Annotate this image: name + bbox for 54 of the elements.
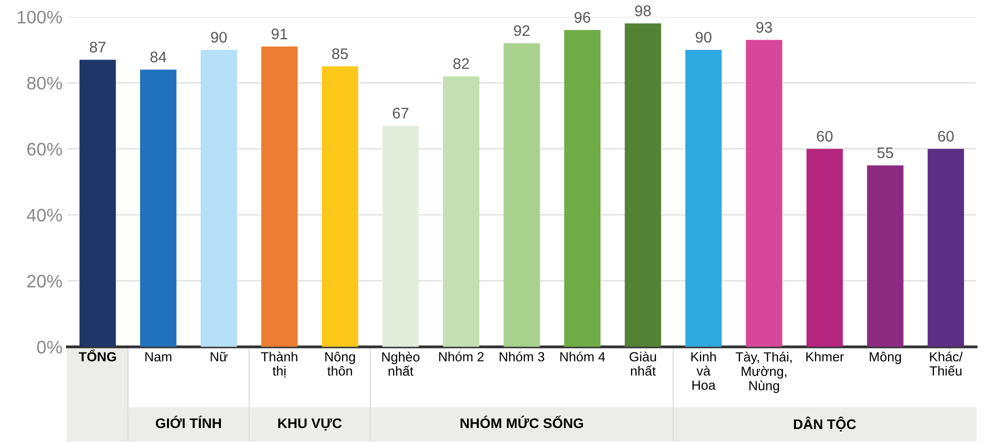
data-label: 90 [211,32,227,43]
y-tick-label: 80% [27,76,62,90]
y-tick-label: 0% [37,340,62,354]
data-label: 87 [90,42,106,53]
data-label: 60 [816,130,833,142]
x-tick-label: Nghèo nhất [382,352,420,376]
data-label: 91 [272,28,288,40]
bar [504,43,540,347]
data-label: 90 [696,32,712,43]
text: GIỚI TÍNH [156,416,221,428]
y-tick-label: 100% [18,10,62,24]
bar [322,66,358,347]
data-label: 96 [574,12,590,23]
x-tick-label: Thành thị [261,352,298,378]
bar [685,50,722,347]
data-label: 55 [877,148,894,158]
text: DÂN TỘC [794,416,856,432]
bar [382,126,419,347]
x-tick-label: Nhóm 4 [560,352,606,362]
x-tick-label: Nữ [210,352,228,362]
bar [624,23,662,347]
y-tick-label: 20% [27,274,62,288]
x-tick-label: Khác/ Thiếu [930,352,963,376]
bar [443,76,480,347]
data-label: 93 [756,22,772,33]
data-label: 84 [150,52,166,62]
x-tick-label: TỔNG [78,349,116,362]
bar [564,30,601,347]
bar [928,148,964,347]
x-tick-label: Nhóm 2 [439,352,484,362]
bar [867,165,904,347]
x-tick-label: Mông [870,352,901,364]
bar [261,46,298,347]
x-tick-label: Khmer [806,352,844,362]
x-tick-label: Nhóm 3 [500,352,544,362]
data-label: 92 [514,25,530,36]
x-tick-label: Giàu nhất [630,352,656,376]
data-label: 98 [635,5,651,16]
data-label: 82 [453,58,469,70]
y-tick-label: 60% [27,142,62,156]
x-tick-label: Tày, Thái, Mường, Nùng [736,352,792,393]
bar [806,148,843,347]
x-tick-label: Nông thôn [325,352,355,376]
x-tick-label: Kinh và Hoa [691,352,716,390]
bar [200,50,238,347]
text: KHU VỰC [278,418,342,430]
bar [746,40,782,347]
data-label: 85 [332,48,348,60]
bar [140,70,176,347]
y-tick-label: 40% [26,208,62,222]
data-label: 60 [938,130,954,142]
x-tick-label: Nam [145,352,172,362]
text: NHÓM MỨC SỐNG [460,416,583,428]
data-label: 67 [392,108,408,119]
